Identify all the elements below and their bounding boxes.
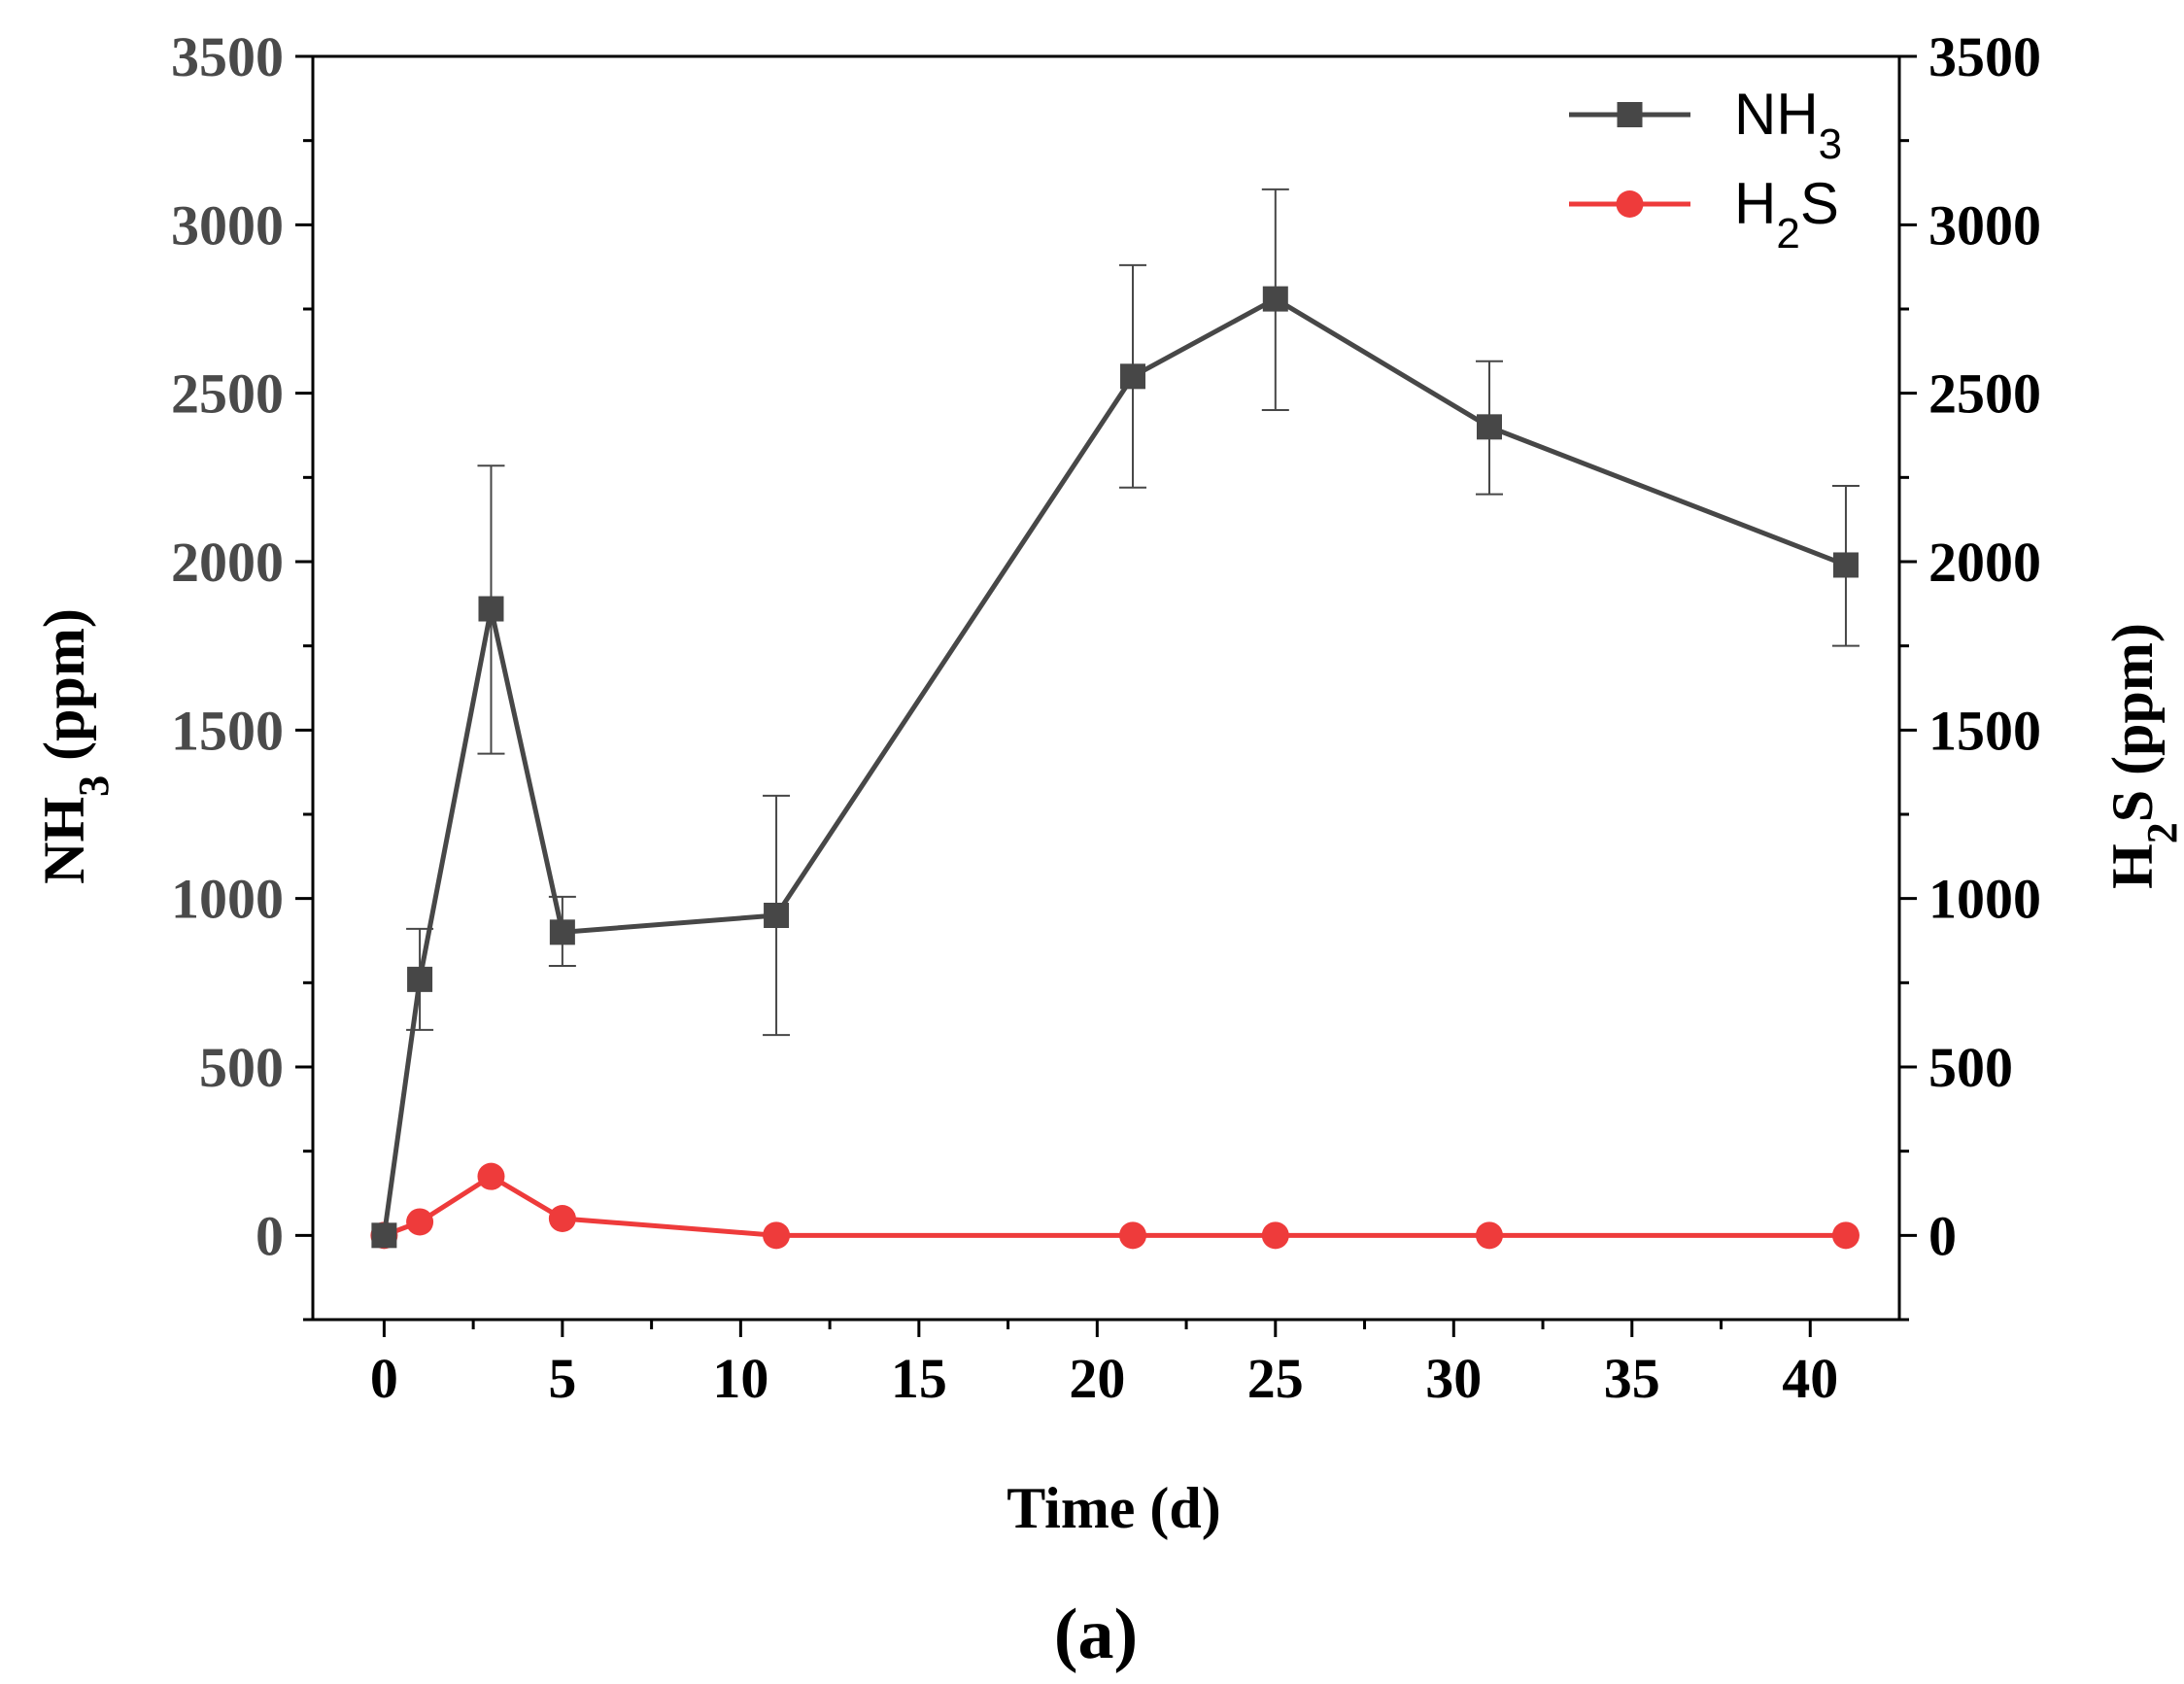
series-line xyxy=(381,295,1847,1236)
data-point-marker xyxy=(548,1205,576,1232)
left-y-axis-title-main: NH xyxy=(32,797,96,884)
x-tick-label: 0 xyxy=(370,1347,398,1410)
data-point-marker xyxy=(477,1162,505,1190)
legend-item-nh3: NH3 xyxy=(1569,82,1842,168)
right-y-tick-label: 1000 xyxy=(1928,868,2041,931)
right-y-axis-title-main: H xyxy=(2100,843,2165,889)
legend-label-main: H xyxy=(1734,171,1776,236)
right-y-axis-title: H2S (ppm) xyxy=(2100,623,2184,889)
left-y-axis-title-sub: 3 xyxy=(70,775,118,797)
data-point-marker xyxy=(1476,414,1502,440)
left-y-axis-title: NH3 (ppm) xyxy=(32,608,118,884)
data-point-marker xyxy=(1832,552,1859,578)
series-line xyxy=(383,1173,1846,1238)
legend-label-sub: 3 xyxy=(1819,120,1842,168)
x-tick-label: 40 xyxy=(1782,1347,1838,1410)
right-y-axis-title-rest: S (ppm) xyxy=(2100,623,2165,822)
data-point-marker xyxy=(406,1208,434,1236)
left-y-tick-label: 1000 xyxy=(171,868,284,931)
right-y-tick-label: 1500 xyxy=(1928,699,2041,762)
legend-marker xyxy=(1617,102,1643,127)
left-y-tick-label: 3500 xyxy=(171,25,284,88)
right-y-tick-label: 2000 xyxy=(1928,531,2041,594)
series-nh3 xyxy=(371,188,1860,1249)
legend-item-h2s: H2S xyxy=(1569,171,1839,258)
x-tick-label: 15 xyxy=(891,1347,947,1410)
data-point-marker xyxy=(1120,363,1146,390)
figure-caption: (a) xyxy=(1054,1595,1138,1674)
legend-label: H2S xyxy=(1734,171,1839,258)
x-tick-label: 5 xyxy=(548,1347,576,1410)
x-tick-label: 10 xyxy=(712,1347,768,1410)
data-point-marker xyxy=(764,903,790,928)
axis-ticks xyxy=(295,54,1917,1337)
right-y-tick-label: 0 xyxy=(1928,1204,1957,1267)
data-point-marker xyxy=(478,596,504,622)
left-y-tick-label: 500 xyxy=(199,1036,284,1099)
data-point-marker xyxy=(1475,1221,1503,1250)
x-tick-label: 30 xyxy=(1425,1347,1482,1410)
left-y-tick-label: 1500 xyxy=(171,699,284,762)
left-y-tick-label: 2000 xyxy=(171,531,284,594)
legend-label-main: NH xyxy=(1734,82,1819,147)
left-y-axis-title-rest: (ppm) xyxy=(32,608,96,775)
right-y-axis-title-sub: 2 xyxy=(2138,822,2184,843)
x-axis-title: Time (d) xyxy=(1007,1476,1221,1540)
left-y-tick-labels: 0 500 1000 1500 2000 2500 3000 3500 xyxy=(171,25,284,1267)
right-y-tick-label: 3500 xyxy=(1928,25,2041,88)
x-tick-labels: 0 5 10 15 20 25 30 35 40 xyxy=(370,1347,1838,1410)
left-y-tick-label: 2500 xyxy=(171,362,284,426)
x-tick-label: 25 xyxy=(1247,1347,1304,1410)
legend-label-sub: 2 xyxy=(1776,210,1799,258)
plot-frame-rect xyxy=(311,54,1901,1322)
right-y-tick-label: 2500 xyxy=(1928,362,2041,426)
left-y-tick-label: 0 xyxy=(256,1204,284,1267)
legend-label: NH3 xyxy=(1734,82,1842,168)
right-y-tick-label: 3000 xyxy=(1928,193,2041,257)
data-point-marker xyxy=(1831,1221,1860,1250)
data-point-marker xyxy=(1261,1221,1289,1250)
data-point-marker xyxy=(763,1221,791,1250)
series-h2s xyxy=(370,1162,1860,1250)
series xyxy=(370,188,1860,1250)
right-y-tick-labels: 0 500 1000 1500 2000 2500 3000 3500 xyxy=(1928,25,2041,1267)
data-point-marker xyxy=(407,966,433,992)
legend-label-rest: S xyxy=(1800,171,1839,236)
right-y-tick-label: 500 xyxy=(1928,1036,2013,1099)
plot-frame xyxy=(311,54,1901,1322)
x-tick-label: 20 xyxy=(1069,1347,1125,1410)
left-y-tick-label: 3000 xyxy=(171,193,284,257)
data-point-marker xyxy=(1119,1221,1147,1250)
legend-marker xyxy=(1616,190,1644,218)
data-point-marker xyxy=(549,919,575,945)
data-point-marker xyxy=(371,1222,397,1249)
data-point-marker xyxy=(1262,286,1288,312)
x-tick-label: 35 xyxy=(1604,1347,1660,1410)
